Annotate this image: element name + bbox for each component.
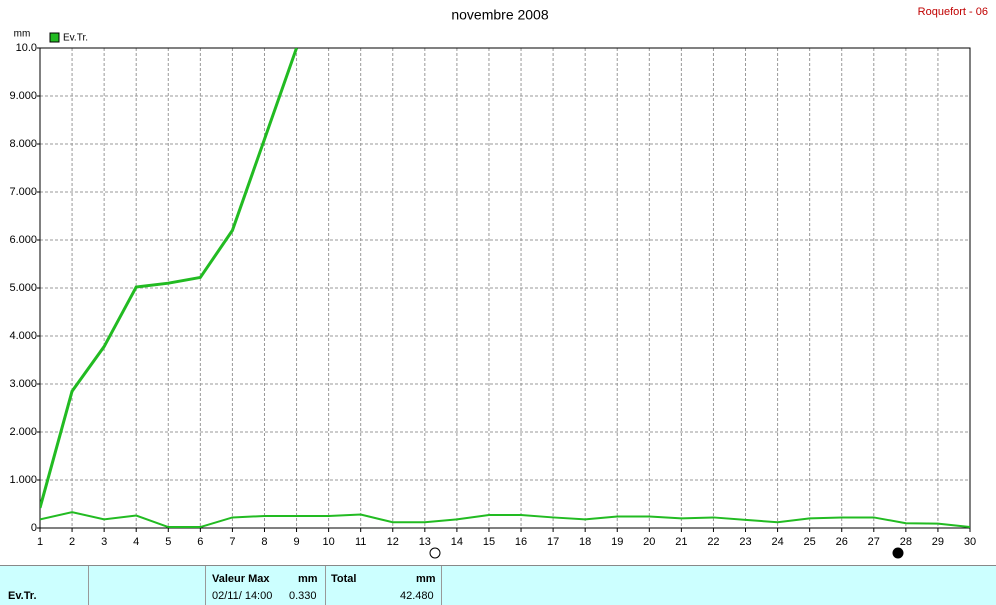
x-tick-label: 28 (900, 536, 912, 548)
total-header: Total (331, 573, 357, 585)
data-line (40, 511, 970, 528)
total-value: 42.480 (400, 590, 434, 602)
x-tick-label: 20 (643, 536, 655, 548)
x-tick-label: 16 (515, 536, 527, 548)
x-tick-label: 15 (483, 536, 495, 548)
x-tick-label: 3 (101, 536, 107, 548)
x-tick-label: 29 (932, 536, 944, 548)
summary-table: Ev.Tr. Valeur Max mm 02/11/ 14:00 0.330 … (0, 565, 996, 605)
max-time: 02/11/ 14:00 (212, 590, 273, 602)
x-tick-label: 21 (675, 536, 687, 548)
y-tick-label: 0 (31, 522, 37, 534)
legend-label: Ev.Tr. (63, 33, 88, 44)
x-tick-label: 14 (451, 536, 463, 548)
x-tick-label: 25 (804, 536, 816, 548)
x-tick-label: 19 (611, 536, 623, 548)
x-tick-label: 4 (133, 536, 139, 548)
cell-separator (441, 566, 442, 605)
x-tick-label: 12 (387, 536, 399, 548)
total-unit: mm (416, 573, 436, 585)
y-tick-label: 4.000 (9, 330, 37, 342)
y-tick-label: 7.000 (9, 186, 37, 198)
x-tick-label: 24 (771, 536, 783, 548)
cell-separator (88, 566, 89, 605)
moon-icon (892, 547, 904, 559)
x-tick-label: 5 (165, 536, 171, 548)
x-tick-label: 11 (355, 536, 366, 548)
y-tick-label: 8.000 (9, 138, 37, 150)
x-tick-label: 1 (37, 536, 43, 548)
cell-separator (205, 566, 206, 605)
y-tick-label: 3.000 (9, 378, 37, 390)
x-tick-label: 2 (69, 536, 75, 548)
x-tick-label: 9 (293, 536, 299, 548)
x-tick-label: 10 (322, 536, 334, 548)
x-tick-label: 13 (419, 536, 431, 548)
data-line (40, 48, 298, 509)
max-header: Valeur Max (212, 573, 270, 585)
x-tick-label: 26 (836, 536, 848, 548)
chart-title: novembre 2008 (451, 7, 549, 23)
y-tick-label: 6.000 (9, 234, 37, 246)
x-tick-label: 22 (707, 536, 719, 548)
max-value: 0.330 (289, 590, 317, 602)
x-tick-label: 7 (229, 536, 235, 548)
x-tick-label: 17 (547, 536, 559, 548)
x-tick-label: 6 (197, 536, 203, 548)
y-tick-label: 1.000 (9, 474, 37, 486)
station-label: Roquefort - 06 (918, 6, 988, 18)
x-tick-label: 23 (739, 536, 751, 548)
chart: novembre 2008 Roquefort - 06 mm Ev.Tr. 0… (9, 6, 988, 559)
moon-icon (429, 547, 441, 559)
row-label: Ev.Tr. (8, 590, 37, 602)
x-tick-label: 27 (868, 536, 880, 548)
legend-swatch (49, 32, 60, 43)
y-tick-label: 10.0 (16, 42, 37, 54)
y-unit: mm (14, 29, 31, 40)
x-tick-label: 8 (261, 536, 267, 548)
x-tick-label: 18 (579, 536, 591, 548)
x-tick-label: 30 (964, 536, 976, 548)
plot-frame (39, 47, 971, 529)
y-tick-label: 2.000 (9, 426, 37, 438)
y-tick-label: 9.000 (9, 90, 37, 102)
y-tick-label: 5.000 (9, 282, 37, 294)
cell-separator (325, 566, 326, 605)
max-unit: mm (298, 573, 318, 585)
